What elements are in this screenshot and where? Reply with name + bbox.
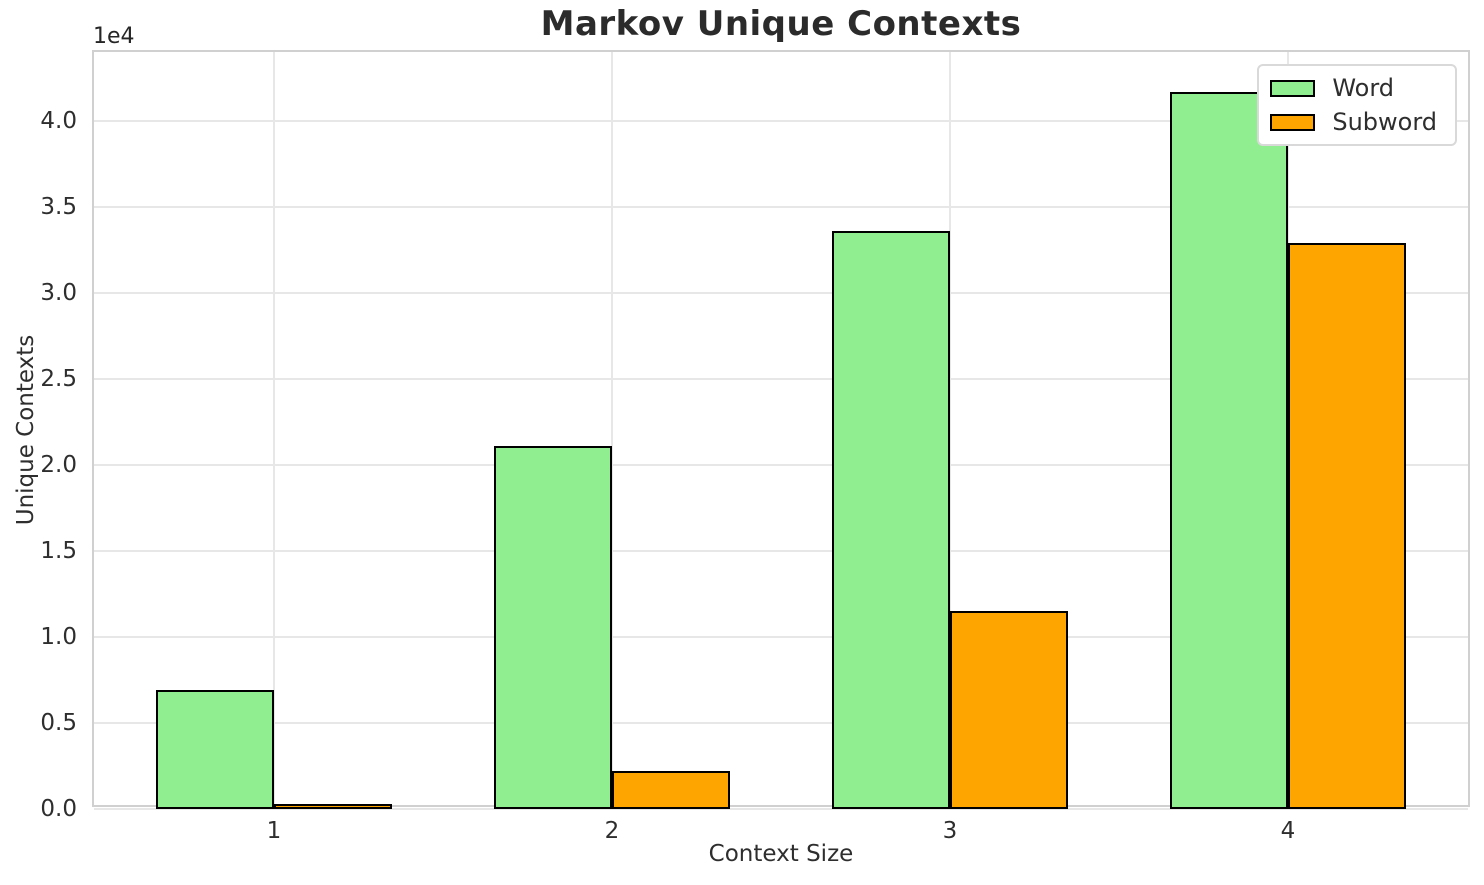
legend-label-subword: Subword xyxy=(1332,108,1437,136)
y-tick-label: 3.0 xyxy=(40,279,77,306)
plot-area: Word Subword 0.0 0.5 1.0 1.5 2.0 2.5 3.0 3.5 4.0… xyxy=(40,50,1470,844)
y-tick-label: 2.0 xyxy=(40,451,77,478)
x-tick-label: 2 xyxy=(604,818,620,844)
y-tick-label: 1.5 xyxy=(40,537,77,564)
bar-subword-context-3 xyxy=(950,611,1068,809)
gridline-horizontal xyxy=(94,119,1468,122)
x-tick-label: 1 xyxy=(266,818,282,844)
y-tick-label: 2.5 xyxy=(40,365,77,392)
y-axis-label: Unique Contexts xyxy=(13,334,39,526)
gridline-vertical xyxy=(273,52,275,805)
bar-word-context-1 xyxy=(156,690,274,809)
gridline-horizontal xyxy=(94,291,1468,294)
legend-label-word: Word xyxy=(1332,74,1395,102)
gridline-horizontal xyxy=(94,721,1468,724)
x-tick-label: 3 xyxy=(942,818,958,844)
bar-word-context-3 xyxy=(832,230,950,809)
gridline-horizontal xyxy=(94,377,1468,380)
y-tick-label: 0.0 xyxy=(40,796,77,822)
gridline-vertical xyxy=(949,52,951,805)
y-tick-label: 3.5 xyxy=(40,193,77,220)
gridline-horizontal xyxy=(94,549,1468,552)
gridline-vertical xyxy=(611,52,613,805)
bar-subword-context-4 xyxy=(1288,242,1406,809)
gridline-horizontal xyxy=(94,463,1468,466)
gridline-horizontal xyxy=(94,205,1468,208)
bar-word-context-4 xyxy=(1170,91,1288,809)
bar-subword-context-1 xyxy=(274,803,392,809)
legend-item-word: Word xyxy=(1270,74,1437,102)
word-series-swatch xyxy=(1270,79,1316,97)
legend: Word Subword xyxy=(1257,64,1457,146)
y-axis-offset-label: 1e4 xyxy=(93,24,135,49)
gridline-horizontal xyxy=(94,808,1468,810)
gridline-horizontal xyxy=(94,635,1468,638)
legend-item-subword: Subword xyxy=(1270,108,1437,136)
x-tick-label: 4 xyxy=(1280,818,1296,844)
bar-subword-context-2 xyxy=(612,771,730,809)
subword-series-swatch xyxy=(1270,113,1316,131)
x-axis-label: Context Size xyxy=(708,841,854,867)
bar-word-context-2 xyxy=(494,445,612,809)
chart-title: Markov Unique Contexts xyxy=(540,4,1022,44)
y-tick-label: 0.5 xyxy=(40,709,77,736)
y-tick-label: 4.0 xyxy=(40,107,77,134)
y-tick-label: 1.0 xyxy=(40,623,77,650)
